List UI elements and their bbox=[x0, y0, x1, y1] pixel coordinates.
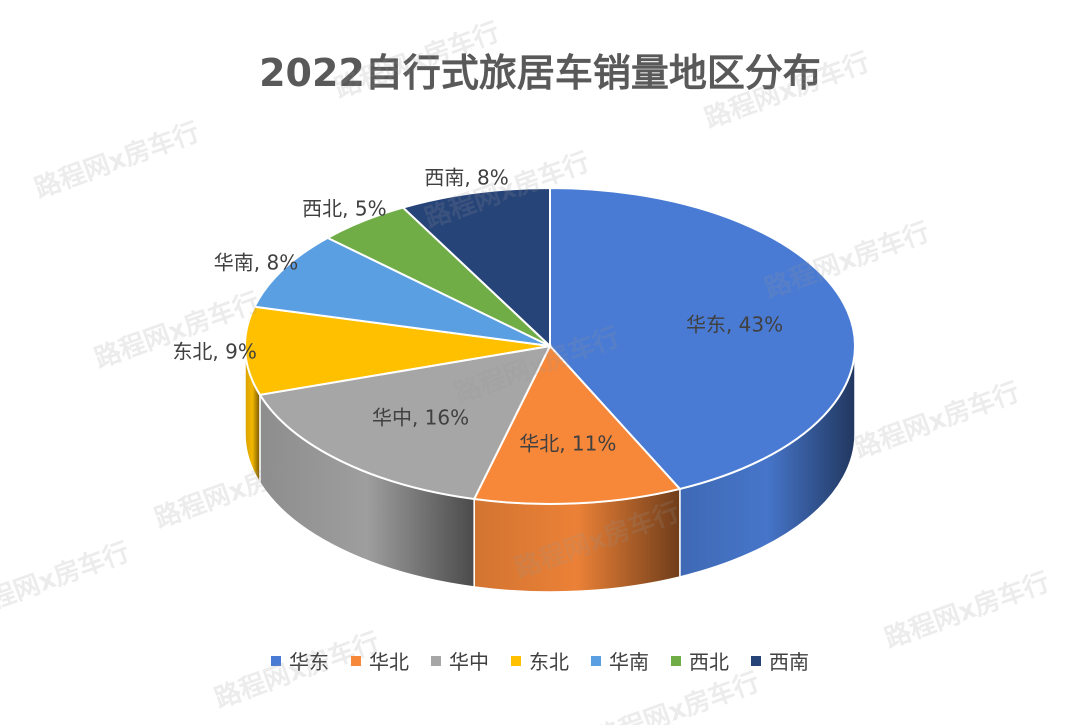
pie-labels: 华东, 43% 华北, 11% 华中, 16% 东北, 9% 华南, 8% 西北, 5% 西… bbox=[172, 166, 783, 456]
data-label-华北: 华北, 11% bbox=[519, 432, 616, 456]
legend-item-华东: 华东 bbox=[271, 646, 329, 675]
legend: 华东 华北 华中 东北 华南 西北 西南 bbox=[0, 646, 1080, 675]
chart-title: 2022自行式旅居车销量地区分布 bbox=[259, 51, 821, 95]
legend-label: 华南 bbox=[609, 650, 649, 674]
legend-label: 华北 bbox=[369, 650, 409, 674]
legend-swatch bbox=[591, 655, 601, 666]
data-label-西北: 西北, 5% bbox=[302, 197, 386, 221]
pie-slice-华南 bbox=[253, 236, 551, 347]
data-label-东北: 东北, 9% bbox=[172, 339, 256, 363]
data-label-华东: 华东, 43% bbox=[686, 313, 783, 337]
pie-sides bbox=[244, 345, 856, 593]
legend-item-华中: 华中 bbox=[431, 646, 489, 675]
legend-swatch bbox=[511, 655, 521, 666]
pie-slice-西南 bbox=[401, 186, 551, 349]
pie-slice-华中 bbox=[258, 344, 552, 501]
legend-item-西南: 西南 bbox=[751, 646, 809, 675]
legend-swatch bbox=[271, 655, 281, 666]
pie-side-华北 bbox=[473, 488, 681, 593]
pie-slice-华东 bbox=[549, 186, 856, 491]
legend-item-东北: 东北 bbox=[511, 646, 569, 675]
legend-item-华南: 华南 bbox=[591, 646, 649, 675]
pie-tops bbox=[244, 186, 856, 505]
legend-label: 东北 bbox=[529, 650, 569, 674]
legend-label: 华中 bbox=[449, 650, 489, 674]
data-label-华中: 华中, 16% bbox=[372, 405, 469, 429]
legend-label: 华东 bbox=[289, 650, 329, 674]
legend-item-西北: 西北 bbox=[671, 646, 729, 675]
legend-label: 西南 bbox=[769, 650, 809, 674]
legend-swatch bbox=[751, 655, 761, 666]
pie-slice-东北 bbox=[244, 305, 551, 396]
legend-item-华北: 华北 bbox=[351, 646, 409, 675]
pie-slice-华北 bbox=[472, 344, 682, 505]
legend-swatch bbox=[671, 655, 681, 666]
legend-label: 西北 bbox=[689, 650, 729, 674]
legend-swatch bbox=[431, 655, 441, 666]
data-label-西南: 西南, 8% bbox=[424, 166, 508, 190]
data-label-华南: 华南, 8% bbox=[214, 250, 298, 274]
legend-swatch bbox=[351, 655, 361, 666]
